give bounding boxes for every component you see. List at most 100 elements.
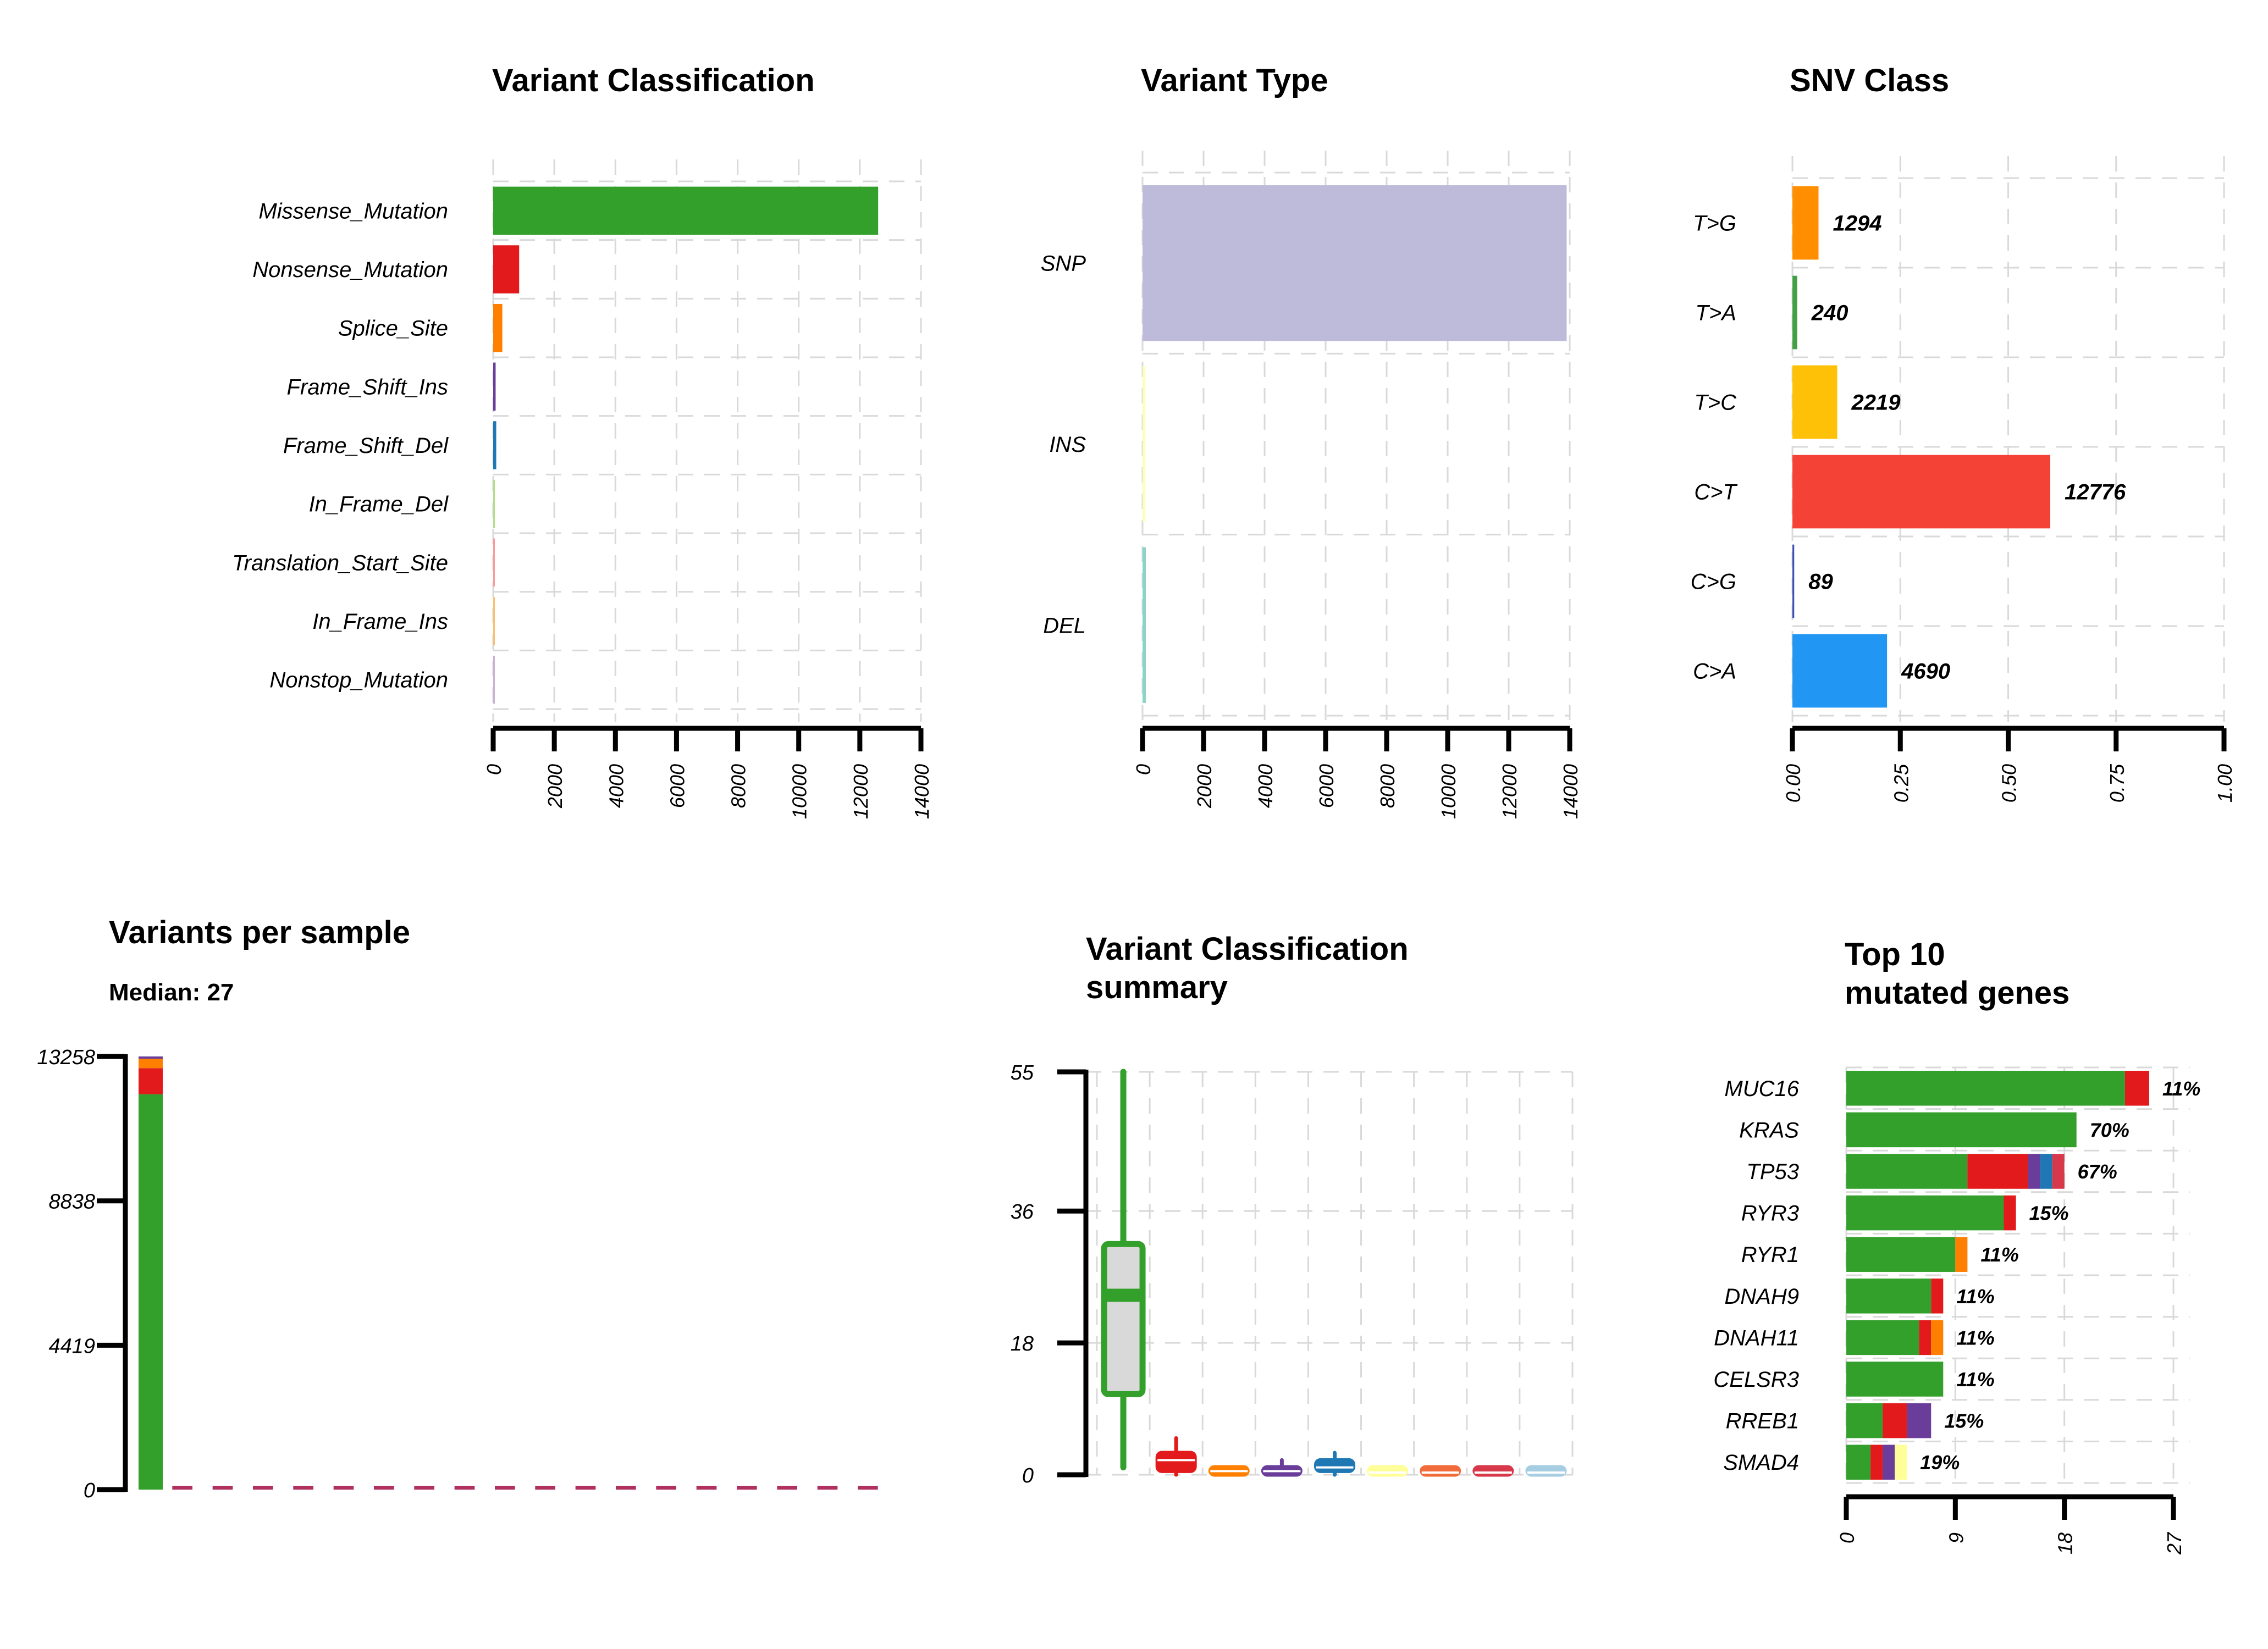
category-label: C>A: [1693, 660, 1736, 684]
bar: [253, 1486, 273, 1490]
data-label: 2219: [1851, 391, 1901, 415]
bar: [293, 1486, 313, 1490]
x-tick-label: 6000: [666, 764, 688, 808]
bar: [535, 1486, 555, 1490]
bar-segment: [2028, 1154, 2040, 1189]
bar-segment: [1919, 1320, 1932, 1355]
bar: [172, 1486, 192, 1490]
x-tick-label: 27: [2163, 1531, 2186, 1555]
bar: [493, 303, 503, 352]
percent-label: 11%: [1956, 1326, 1994, 1349]
bar-segment: [1846, 1154, 1968, 1189]
panel-title-line2: mutated genes: [1845, 975, 2070, 1011]
x-tick-label: 0.75: [2106, 763, 2128, 803]
percent-label: 11%: [2162, 1077, 2200, 1100]
percent-label: 19%: [1920, 1451, 1960, 1474]
x-tick-label: 18: [2054, 1532, 2077, 1554]
bar-segment: [1846, 1403, 1883, 1438]
plot-area: 55 36 18 0: [1011, 1061, 1574, 1487]
gene-label: RYR3: [1741, 1202, 1799, 1226]
x-tick-label: 4000: [1254, 764, 1277, 808]
panel-title-line2: summary: [1086, 970, 1228, 1005]
y-tick-label: 4419: [48, 1335, 95, 1358]
bar: [696, 1486, 717, 1490]
y-tick-label: 0: [84, 1479, 95, 1502]
gene-label: DNAH11: [1714, 1326, 1799, 1350]
panel-variant-classification-summary: Variant Classification summary 55 36 18 0: [1011, 931, 1574, 1487]
gene-label: MUC16: [1724, 1077, 1799, 1101]
bar: [374, 1486, 394, 1490]
x-tick-label: 0: [1836, 1532, 1858, 1543]
bar: [493, 186, 879, 235]
plot-area: Missense_Mutation Nonsense_Mutation Splice…: [232, 159, 933, 819]
bar: [616, 1486, 636, 1490]
percent-label: 11%: [1956, 1285, 1994, 1308]
bar-segment: [139, 1094, 163, 1490]
bar-segment: [1846, 1237, 1956, 1272]
panel-title: SNV Class: [1790, 63, 1949, 98]
y-tick-label: 18: [1011, 1332, 1034, 1355]
category-label: T>G: [1693, 212, 1736, 236]
y-tick-label: 36: [1011, 1200, 1034, 1224]
bar: [1143, 366, 1145, 522]
gene-label: SMAD4: [1723, 1451, 1799, 1475]
panel-title: Variant Classification: [492, 63, 815, 98]
bar-segment: [1846, 1320, 1919, 1355]
data-label: 89: [1808, 570, 1833, 594]
category-label: Frame_Shift_Del: [283, 434, 449, 458]
category-label: Splice_Site: [338, 317, 448, 341]
bar-segment: [1883, 1403, 1907, 1438]
bar-segment: [1955, 1237, 1968, 1272]
bar-segment: [139, 1068, 163, 1094]
bar-segment: [1967, 1154, 2028, 1189]
data-label: 12776: [2065, 480, 2126, 505]
bar: [333, 1486, 354, 1490]
bar-segment: [1846, 1112, 2077, 1148]
bar-segment: [1883, 1445, 1895, 1480]
x-tick-label: 0.50: [1998, 764, 2021, 803]
bar-segment: [1846, 1362, 1944, 1397]
y-tick-label: 55: [1011, 1061, 1034, 1084]
data-label: 1294: [1833, 212, 1881, 236]
category-label: In_Frame_Ins: [312, 610, 448, 634]
x-tick-label: 0: [483, 764, 505, 775]
bar: [1792, 544, 1795, 618]
bar: [858, 1486, 878, 1490]
bar-segment: [1931, 1279, 1944, 1314]
box: [1314, 1458, 1355, 1473]
category-label: INS: [1049, 433, 1086, 457]
category-label: In_Frame_Del: [309, 493, 449, 517]
bar-segment: [139, 1056, 163, 1059]
data-label: 4690: [1901, 660, 1950, 684]
bar: [1143, 547, 1146, 703]
category-label: Nonsense_Mutation: [252, 258, 448, 282]
x-tick-label: 8000: [1376, 764, 1399, 808]
bar-segment: [2040, 1154, 2052, 1189]
bar-segment: [1907, 1403, 1932, 1438]
plot-area: MUC16 11% KRAS 70% TP53 67% RYR3 15% RYR1 11% DNAH…: [1713, 1066, 2200, 1555]
bar: [575, 1486, 596, 1490]
gene-label: KRAS: [1739, 1118, 1799, 1142]
percent-label: 15%: [2029, 1202, 2069, 1225]
category-label: Nonstop_Mutation: [269, 668, 448, 693]
percent-label: 11%: [1980, 1243, 2018, 1266]
bar: [656, 1486, 676, 1490]
percent-label: 67%: [2078, 1160, 2117, 1183]
bar: [493, 538, 495, 587]
bar: [493, 421, 496, 469]
plot-area: T>G 1294 T>A 240 T>C 2219 C>T 12776 C>G 89 C>A 4690…: [1691, 156, 2236, 803]
bar: [454, 1486, 475, 1490]
x-tick-label: 10000: [788, 764, 811, 819]
bar: [495, 1486, 515, 1490]
x-tick-label: 10000: [1437, 764, 1460, 819]
x-tick-label: 1.00: [2214, 764, 2236, 803]
bar: [1143, 185, 1567, 341]
bar: [493, 245, 520, 294]
x-tick-label: 12000: [1498, 764, 1521, 819]
bar: [1792, 634, 1888, 708]
x-tick-label: 2000: [544, 764, 566, 809]
bar-segment: [2052, 1154, 2065, 1189]
gene-label: DNAH9: [1724, 1285, 1799, 1309]
percent-label: 15%: [1944, 1410, 1984, 1432]
